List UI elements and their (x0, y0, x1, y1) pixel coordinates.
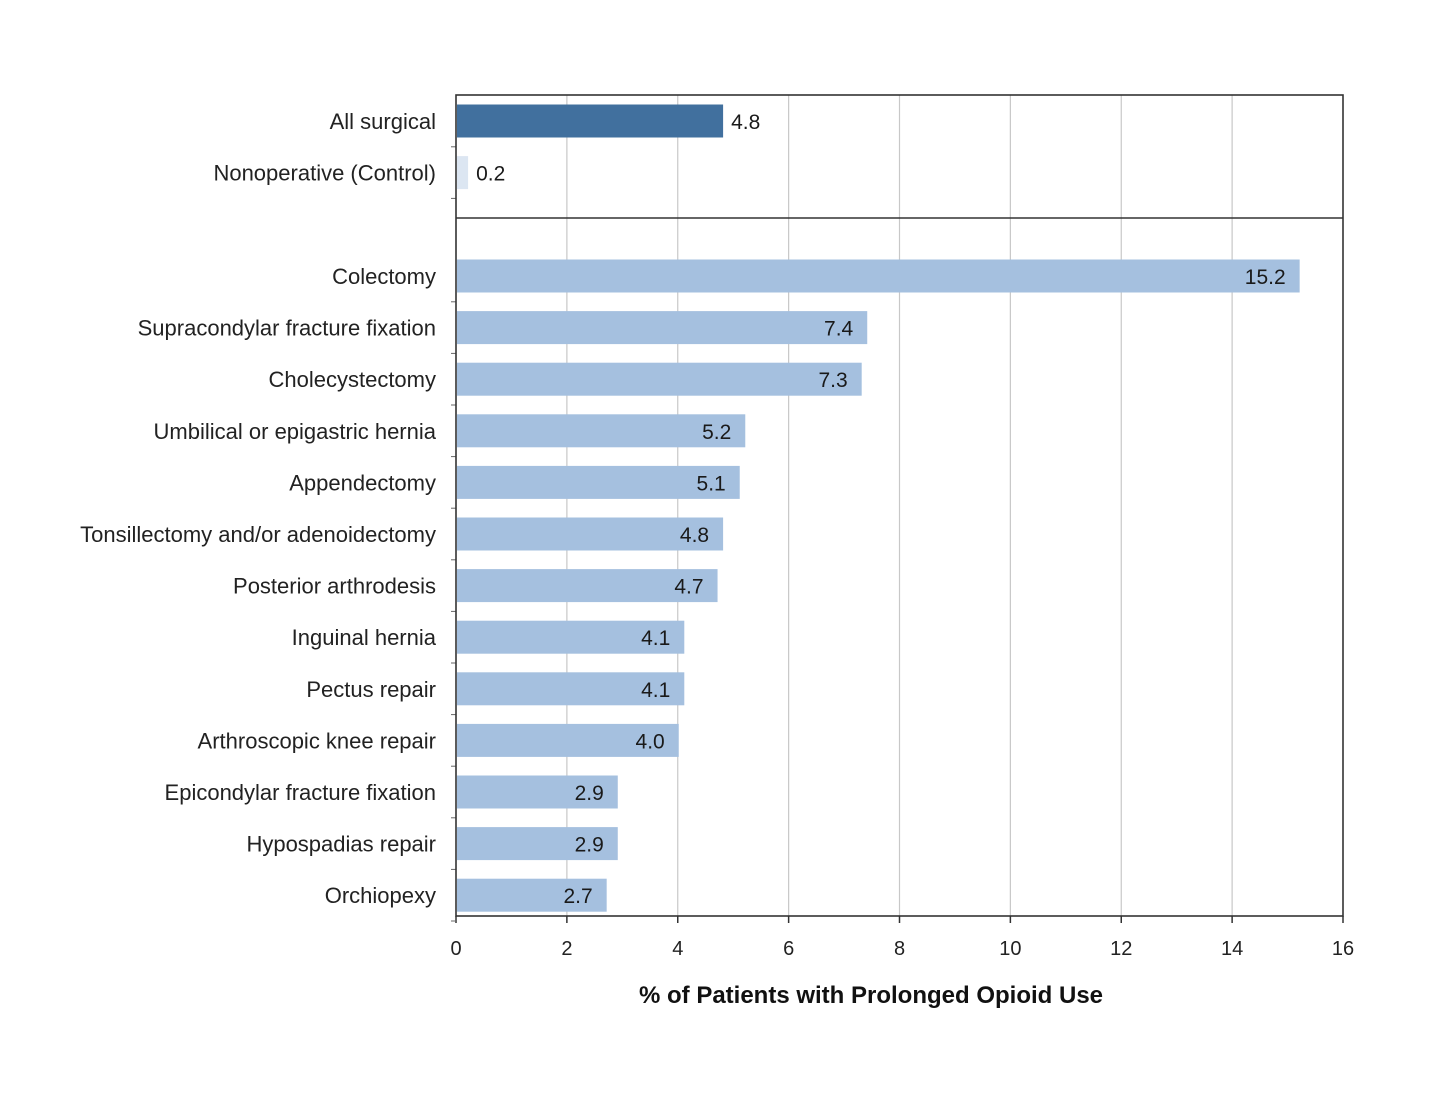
bars (457, 104, 1300, 912)
value-label-hypospadias-repair: 2.9 (575, 834, 604, 857)
category-label-arthroscopic-knee-repair: Arthroscopic knee repair (198, 728, 436, 753)
value-label-tonsillectomy-and-or-adenoidectomy: 4.8 (680, 524, 709, 547)
bar-appendectomy (457, 465, 740, 499)
plot-frame (451, 94, 1344, 923)
category-label-posterior-arthrodesis: Posterior arthrodesis (233, 574, 436, 599)
bar-posterior-arthrodesis (457, 569, 718, 603)
category-label-epicondylar-fracture-fixation: Epicondylar fracture fixation (165, 780, 436, 805)
x-tick-label-0: 0 (450, 938, 461, 960)
category-label-hypospadias-repair: Hypospadias repair (246, 832, 436, 857)
bar-pectus-repair (457, 672, 685, 706)
gridlines (566, 95, 1233, 916)
bar-epicondylar-fracture-fixation (457, 775, 618, 809)
category-label-appendectomy: Appendectomy (289, 470, 436, 495)
value-label-epicondylar-fracture-fixation: 2.9 (575, 782, 604, 805)
bar-all-surgical (457, 104, 724, 138)
value-label-supracondylar-fracture-fixation: 7.4 (824, 318, 854, 341)
value-label-colectomy: 15.2 (1245, 266, 1286, 289)
labels: 0 2 4 6 8 10 12 14 16 All surgical 4.8 Nonoperative… (80, 109, 1354, 960)
x-tick-label-4: 4 (672, 938, 683, 960)
category-label-pectus-repair: Pectus repair (306, 677, 436, 702)
value-label-cholecystectomy: 7.3 (818, 369, 847, 392)
x-tick-label-10: 10 (999, 938, 1021, 960)
value-label-umbilical-or-epigastric-hernia: 5.2 (702, 421, 731, 444)
category-label-colectomy: Colectomy (332, 264, 436, 289)
x-tick-label-16: 16 (1332, 938, 1354, 960)
bar-orchiopexy (457, 878, 607, 912)
category-label-orchiopexy: Orchiopexy (325, 883, 436, 908)
category-label-umbilical-or-epigastric-hernia: Umbilical or epigastric hernia (154, 419, 437, 444)
bar-colectomy (457, 259, 1300, 293)
bar-umbilical-or-epigastric-hernia (457, 414, 746, 448)
bar-hypospadias-repair (457, 827, 618, 861)
category-label-tonsillectomy-and-or-adenoidectomy: Tonsillectomy and/or adenoidectomy (80, 522, 436, 547)
bar-arthroscopic-knee-repair (457, 723, 679, 757)
bar-nonoperative-control (457, 156, 469, 190)
category-label-nonoperative-control: Nonoperative (Control) (213, 161, 436, 186)
x-tick-label-6: 6 (783, 938, 794, 960)
value-label-appendectomy: 5.1 (697, 472, 726, 495)
x-tick-label-2: 2 (561, 938, 572, 960)
category-label-all-surgical: All surgical (330, 109, 436, 134)
value-label-pectus-repair: 4.1 (641, 679, 670, 702)
bar-cholecystectomy (457, 362, 862, 396)
category-label-inguinal-hernia: Inguinal hernia (292, 625, 437, 650)
value-label-nonoperative-control: 0.2 (476, 163, 505, 186)
x-axis-title: % of Patients with Prolonged Opioid Use (639, 982, 1103, 1009)
value-label-inguinal-hernia: 4.1 (641, 627, 670, 650)
value-label-all-surgical: 4.8 (731, 111, 760, 134)
value-label-orchiopexy: 2.7 (563, 885, 592, 908)
category-label-cholecystectomy: Cholecystectomy (268, 367, 436, 392)
bar-tonsillectomy-and-or-adenoidectomy (457, 517, 724, 551)
value-label-posterior-arthrodesis: 4.7 (674, 576, 703, 599)
x-tick-label-12: 12 (1110, 938, 1132, 960)
x-tick-label-14: 14 (1221, 938, 1243, 960)
bar-supracondylar-fracture-fixation (457, 311, 868, 345)
value-label-arthroscopic-knee-repair: 4.0 (636, 730, 665, 753)
category-label-supracondylar-fracture-fixation: Supracondylar fracture fixation (138, 316, 436, 341)
plot-border (455, 94, 1344, 917)
x-tick-label-8: 8 (894, 938, 905, 960)
bar-inguinal-hernia (457, 620, 685, 654)
